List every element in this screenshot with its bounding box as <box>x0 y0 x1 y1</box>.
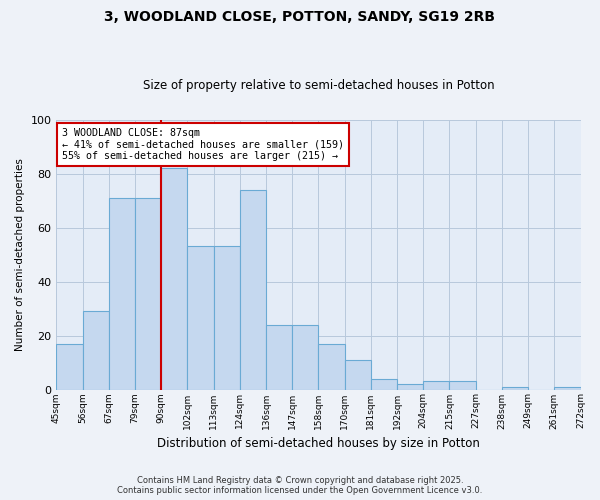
Bar <box>423 382 449 390</box>
Bar <box>83 311 109 390</box>
Bar <box>135 198 161 390</box>
Text: Contains HM Land Registry data © Crown copyright and database right 2025.
Contai: Contains HM Land Registry data © Crown c… <box>118 476 482 495</box>
Bar <box>449 382 476 390</box>
Bar <box>161 168 187 390</box>
Bar <box>344 360 371 390</box>
Title: Size of property relative to semi-detached houses in Potton: Size of property relative to semi-detach… <box>143 79 494 92</box>
Text: 3 WOODLAND CLOSE: 87sqm
← 41% of semi-detached houses are smaller (159)
55% of s: 3 WOODLAND CLOSE: 87sqm ← 41% of semi-de… <box>62 128 344 161</box>
Bar <box>554 387 581 390</box>
Bar <box>502 387 528 390</box>
Bar <box>240 190 266 390</box>
Y-axis label: Number of semi-detached properties: Number of semi-detached properties <box>15 158 25 351</box>
Text: 3, WOODLAND CLOSE, POTTON, SANDY, SG19 2RB: 3, WOODLAND CLOSE, POTTON, SANDY, SG19 2… <box>104 10 496 24</box>
Bar <box>187 246 214 390</box>
Bar <box>56 344 83 390</box>
Bar <box>109 198 135 390</box>
Bar <box>266 324 292 390</box>
Bar <box>319 344 344 390</box>
X-axis label: Distribution of semi-detached houses by size in Potton: Distribution of semi-detached houses by … <box>157 437 480 450</box>
Bar <box>214 246 240 390</box>
Bar <box>371 378 397 390</box>
Bar <box>292 324 319 390</box>
Bar <box>397 384 423 390</box>
